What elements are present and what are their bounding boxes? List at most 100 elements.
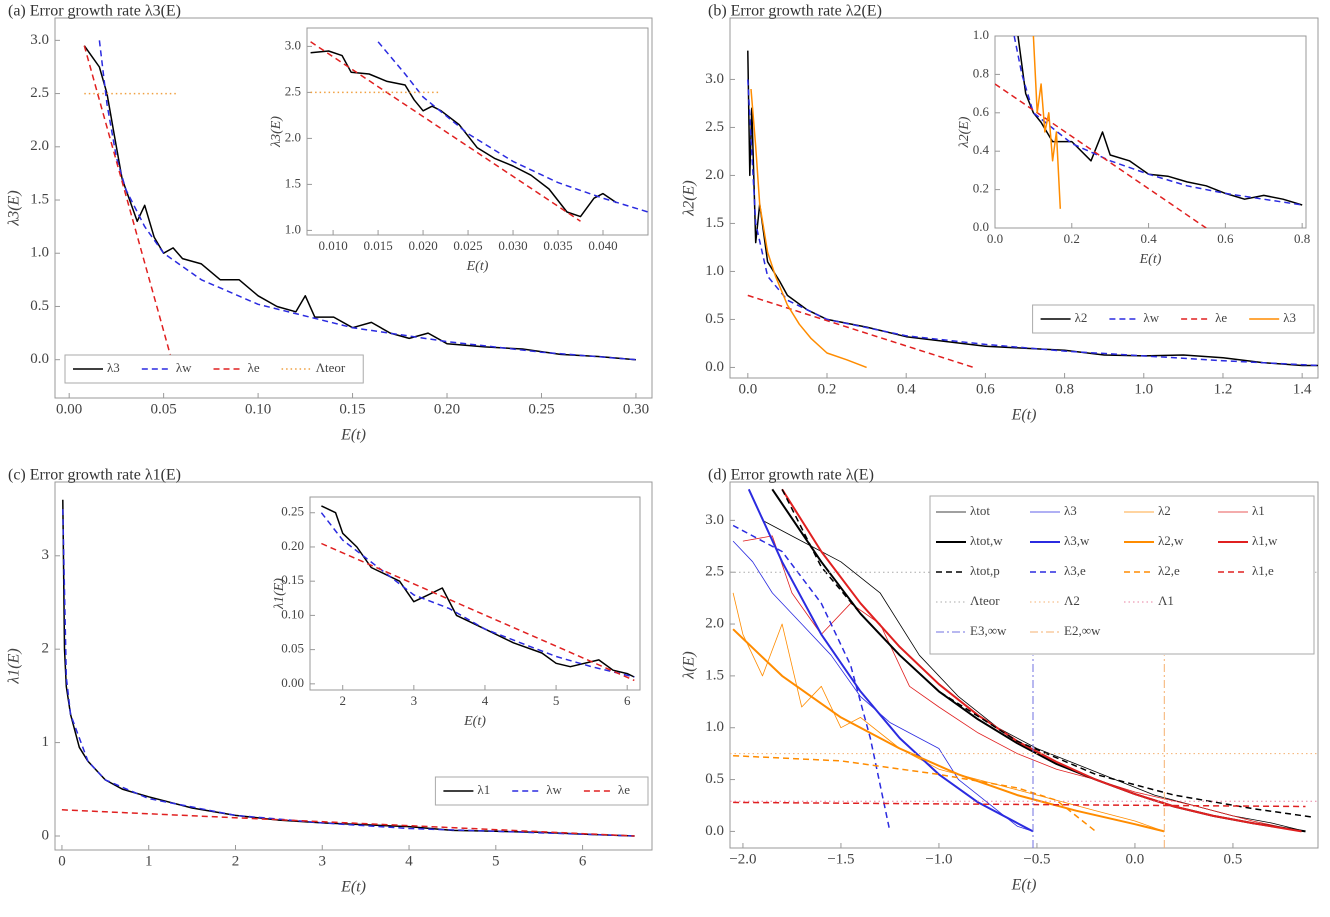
- inset-chart: 0.010 0.015 0.020 0.025 0.030 0.035 0.040 1.0 1.…: [269, 27, 649, 274]
- legend-label: Λteor: [970, 593, 1000, 608]
- legend-label: Λ2: [1064, 593, 1080, 608]
- data-line: [750, 88, 867, 369]
- data-line: [321, 542, 635, 682]
- data-line: [320, 512, 635, 678]
- x-axis-label: E(t): [466, 259, 489, 274]
- chart-title: (c) Error growth rate λ1(E): [8, 467, 181, 484]
- series-group: [320, 505, 635, 682]
- y-axis-label: λ2(E): [681, 180, 698, 216]
- y-tick-label: 1: [42, 734, 50, 750]
- x-tick-label: 0.05: [151, 401, 177, 417]
- x-tick-label: 5: [492, 853, 500, 869]
- data-line: [781, 488, 1312, 818]
- chart-panel: (d) Error growth rate λ(E) −2.0 −1.5 −1.0 −0…: [681, 467, 1319, 894]
- legend-label: λw: [176, 360, 192, 375]
- data-line: [83, 45, 174, 366]
- x-tick-label: 0: [58, 853, 66, 869]
- x-tick-label: 1.2: [1214, 381, 1233, 397]
- x-tick-label: 6: [579, 853, 587, 869]
- y-tick-label: 0.10: [281, 606, 304, 621]
- x-tick-label: 0.8: [1294, 231, 1310, 246]
- y-tick-label: 2.0: [285, 129, 301, 144]
- data-line: [733, 801, 1306, 808]
- x-tick-label: 0.010: [318, 238, 347, 253]
- data-line: [98, 40, 636, 361]
- x-tick-label: 1.0: [1134, 381, 1153, 397]
- y-tick-label: 2.5: [30, 85, 49, 101]
- x-tick-label: 0.2: [818, 381, 837, 397]
- legend-label: λe: [248, 360, 260, 375]
- x-tick-label: 0.0: [987, 231, 1003, 246]
- y-tick-label: 0.20: [281, 538, 304, 553]
- x-tick-label: 5: [553, 693, 560, 708]
- y-tick-label: 3: [42, 547, 50, 563]
- chart-title: (a) Error growth rate λ3(E): [8, 3, 181, 20]
- y-tick-label: 0.00: [281, 675, 304, 690]
- x-tick-label: 0.8: [1055, 381, 1074, 397]
- data-line: [747, 79, 1318, 367]
- x-tick-label: 0.10: [245, 401, 271, 417]
- x-axis-label: E(t): [340, 879, 366, 896]
- data-line: [310, 41, 581, 222]
- series-group: [995, 36, 1303, 228]
- legend-label: λtot: [970, 503, 990, 518]
- series-group: [310, 41, 648, 222]
- x-axis-label: E(t): [1011, 407, 1037, 424]
- y-tick-label: 0.0: [973, 219, 989, 234]
- data-line: [732, 524, 891, 832]
- plot-frame: [306, 27, 649, 236]
- y-tick-label: 3.0: [30, 32, 49, 48]
- y-tick-label: 2.5: [705, 564, 724, 580]
- y-tick-label: 2.0: [30, 138, 49, 154]
- y-tick-label: 0.5: [705, 771, 724, 787]
- x-tick-label: 0.035: [543, 238, 572, 253]
- y-tick-label: 2.5: [285, 83, 301, 98]
- y-tick-label: 0.5: [30, 298, 49, 314]
- data-line: [377, 41, 648, 213]
- y-tick-label: 0.0: [705, 359, 724, 375]
- x-tick-label: 0.020: [408, 238, 437, 253]
- legend: λ3 λw λe Λteor: [64, 354, 364, 384]
- legend-label: Λ1: [1158, 593, 1174, 608]
- y-tick-label: 1.0: [30, 245, 49, 261]
- legend-label: E2,∞w: [1064, 623, 1101, 638]
- series-group: [730, 488, 1318, 848]
- legend-label: λ1: [1252, 503, 1265, 518]
- legend-label: λe: [1215, 310, 1227, 325]
- y-tick-label: 0.0: [705, 823, 724, 839]
- x-tick-label: 4: [405, 853, 413, 869]
- y-tick-label: 2.5: [705, 119, 724, 135]
- inset-chart: 0.0 0.2 0.4 0.6 0.8 0.0 0.2 0.4 0.6 0.8 1.0 E(t) λ2(…: [957, 27, 1310, 267]
- x-tick-label: 0.2: [1064, 231, 1080, 246]
- y-tick-label: 0.25: [281, 504, 304, 519]
- y-axis-label: λ2(E): [957, 116, 972, 148]
- data-line: [61, 809, 635, 837]
- data-line: [1013, 36, 1303, 206]
- y-tick-label: 0.6: [973, 104, 990, 119]
- x-tick-label: 2: [339, 693, 346, 708]
- legend-label: λ1: [477, 782, 490, 797]
- y-tick-label: 1.0: [705, 263, 724, 279]
- data-line: [732, 628, 1165, 833]
- y-axis-label: λ3(E): [269, 116, 284, 148]
- legend-label: λ2,e: [1158, 563, 1180, 578]
- x-tick-label: 6: [624, 693, 631, 708]
- y-tick-label: 0: [42, 827, 50, 843]
- y-tick-label: 1.0: [705, 719, 724, 735]
- legend: λ2 λw λe λ3: [1032, 304, 1315, 334]
- series-group: [83, 40, 636, 366]
- legend-label: λw: [546, 782, 562, 797]
- x-tick-label: 0.6: [1217, 231, 1234, 246]
- y-tick-label: 2.0: [705, 615, 724, 631]
- x-tick-label: 0.040: [588, 238, 617, 253]
- data-line: [1017, 36, 1303, 206]
- x-tick-label: 1.4: [1293, 381, 1312, 397]
- x-tick-label: 0.015: [363, 238, 392, 253]
- y-axis-label: λ(E): [681, 651, 698, 679]
- y-tick-label: 1.0: [285, 221, 301, 236]
- x-tick-label: 0.15: [339, 401, 365, 417]
- y-axis-label: λ3(E): [6, 190, 23, 226]
- data-line: [1032, 36, 1062, 209]
- x-axis-label: E(t): [463, 714, 486, 729]
